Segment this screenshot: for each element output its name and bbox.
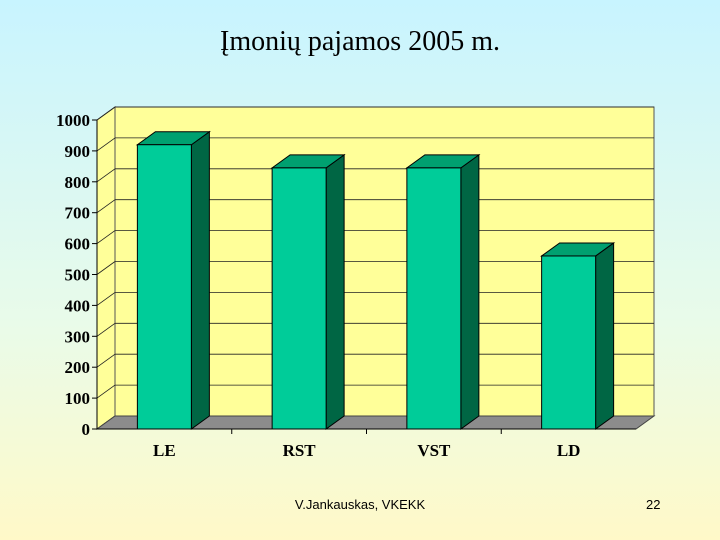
y-tick-label: 300 [65, 327, 91, 346]
x-tick-label: RST [283, 441, 317, 460]
gridline-side [96, 353, 116, 368]
gridline-side [96, 106, 116, 121]
gridline-side [96, 137, 116, 152]
x-tick-label: LE [153, 441, 176, 460]
bar-side-vst [460, 153, 480, 430]
y-tick-label: 400 [65, 296, 91, 315]
bar-side-rst [325, 153, 345, 430]
gridline-side [96, 168, 116, 183]
y-tick-label: 200 [65, 358, 91, 377]
y-tick-label: 100 [65, 389, 91, 408]
y-tick-label: 500 [65, 266, 91, 285]
gridline-side [96, 322, 116, 337]
gridline-side [96, 230, 116, 244]
y-tick-label: 0 [82, 420, 91, 439]
y-tick-label: 1000 [56, 111, 90, 130]
y-tick-label: 800 [65, 173, 91, 192]
gridline-side [96, 292, 116, 306]
y-tick-label: 900 [65, 142, 91, 161]
bar-side-le [190, 130, 210, 430]
bar-side-ld [595, 241, 615, 430]
bar-vst [406, 167, 462, 430]
y-tick-label: 600 [65, 235, 91, 254]
x-tick-label: VST [417, 441, 451, 460]
footer-author: V.Jankauskas, VKEKK [294, 497, 426, 512]
y-tick-label: 700 [65, 204, 91, 223]
bar-rst [271, 167, 327, 430]
gridline-side [96, 261, 116, 275]
page-number: 22 [646, 497, 661, 512]
gridline-side [96, 384, 116, 399]
gridline-side [96, 199, 116, 214]
x-tick-label: LD [557, 441, 581, 460]
bar-le [136, 144, 192, 430]
bar-ld [541, 255, 597, 430]
chart-title: Įmonių pajamos 2005 m. [220, 26, 500, 57]
